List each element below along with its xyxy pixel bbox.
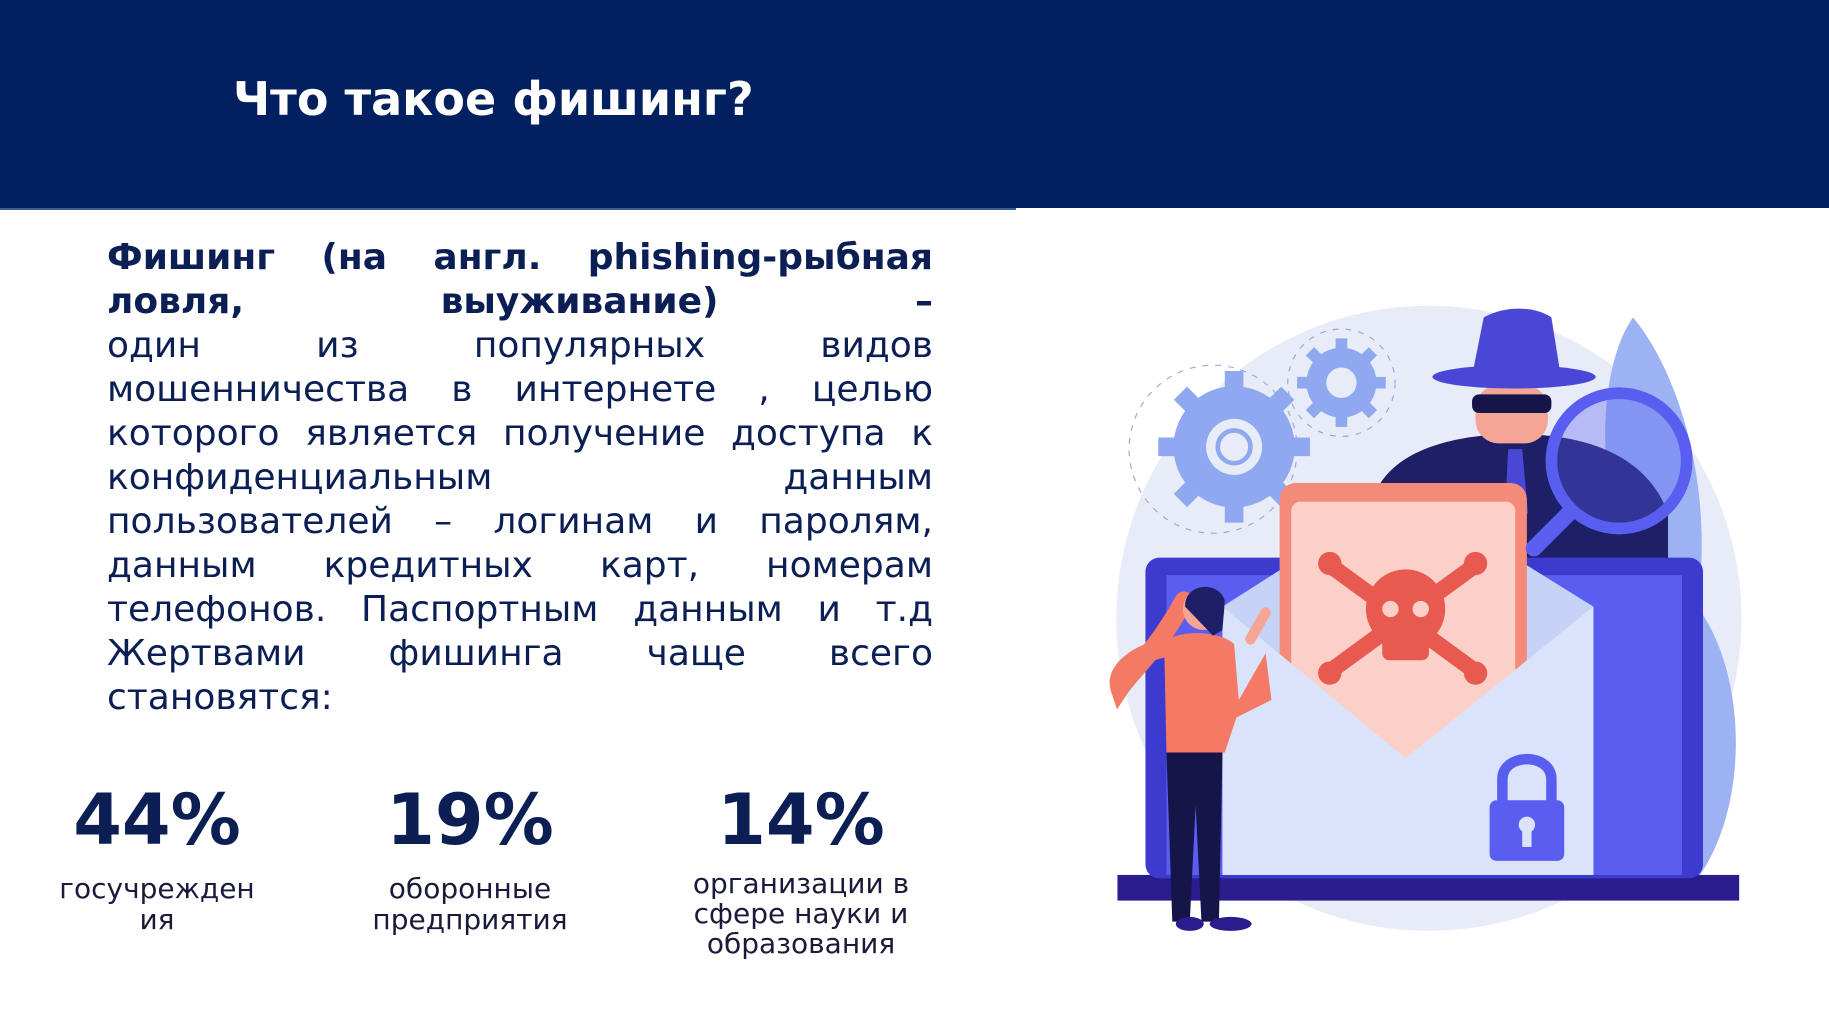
header-divider	[0, 208, 1016, 210]
stat-value: 19%	[386, 779, 554, 861]
definition-lead: Фишинг (на англ. phishing-рыбная ловля, …	[107, 237, 933, 322]
stat-block: 14% организации в сфере науки и образова…	[651, 775, 951, 959]
header-bar	[0, 0, 1829, 208]
stat-label: госучреждения	[59, 872, 255, 936]
stat-label: организации в сфере науки и образования	[692, 867, 910, 960]
stat-value: 14%	[717, 779, 885, 861]
stat-block: 44% госучреждения	[7, 775, 307, 935]
stat-value: 44%	[73, 779, 241, 861]
stat-block: 19% оборонные предприятия	[320, 775, 620, 935]
slide-title: Что такое фишинг?	[233, 72, 754, 126]
definition-text: один из популярных видов мошенничества в…	[107, 325, 933, 718]
definition-paragraph: Фишинг (на англ. phishing-рыбная ловля, …	[107, 236, 933, 720]
stat-label: оборонные предприятия	[372, 872, 568, 936]
